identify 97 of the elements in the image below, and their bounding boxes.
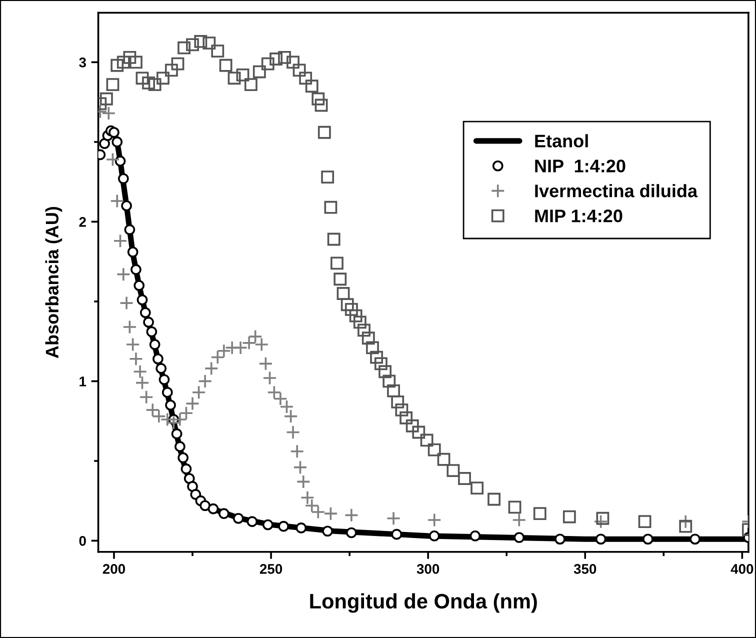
point: [146, 326, 158, 338]
point: [512, 512, 526, 528]
point: [99, 138, 110, 149]
x-tick-label: 350: [574, 564, 596, 574]
point: [208, 503, 219, 514]
point: [296, 474, 311, 489]
point: [158, 374, 170, 386]
y-tick-label: 3: [79, 58, 86, 68]
legend-label: MIP 1:4:20: [535, 210, 622, 222]
point: [427, 512, 442, 528]
point: [128, 352, 144, 366]
point: [174, 441, 186, 452]
point: [232, 512, 244, 524]
point: [143, 316, 154, 328]
point: [134, 280, 145, 291]
point: [262, 519, 274, 530]
point: [296, 522, 307, 534]
point: [156, 363, 167, 374]
point: [304, 498, 320, 513]
point: [114, 156, 126, 167]
point: [149, 339, 160, 350]
point: [642, 534, 654, 545]
legend-label: Ivermectina diluida: [535, 184, 698, 198]
point: [139, 390, 154, 404]
point: [324, 506, 338, 521]
point: [140, 307, 151, 318]
legend-label: NIP 1:4:20: [535, 160, 626, 172]
point: [290, 444, 304, 459]
point: [258, 356, 273, 371]
point: [162, 386, 173, 398]
point: [127, 246, 138, 258]
point: [262, 370, 277, 386]
point: [130, 264, 142, 275]
y-tick-label: 1: [80, 376, 86, 386]
point: [198, 374, 212, 388]
point: [160, 412, 175, 427]
point: [124, 224, 136, 236]
point: [267, 385, 282, 400]
point: [470, 530, 481, 542]
x-axis-title: Longitud de Onda (nm): [310, 593, 537, 613]
point: [116, 267, 131, 282]
legend-label: Etanol: [535, 134, 588, 148]
y-tick-label: 0: [79, 536, 86, 546]
point: [293, 460, 308, 474]
point: [280, 400, 294, 414]
point: [119, 296, 134, 310]
point: [132, 364, 148, 379]
point: [180, 464, 192, 474]
point: [595, 534, 606, 545]
point: [110, 194, 124, 208]
point: [554, 534, 566, 545]
point: [126, 337, 140, 352]
point: [152, 409, 166, 424]
point: [135, 376, 150, 390]
y-axis-title: Absorbancia (AU): [45, 206, 62, 358]
point: [428, 530, 440, 542]
x-tick-label: 300: [416, 564, 440, 574]
point: [171, 428, 182, 440]
point: [391, 528, 402, 540]
point: [178, 452, 188, 464]
point: [145, 402, 160, 418]
point: [122, 320, 137, 334]
point: [118, 173, 129, 184]
point: [108, 126, 120, 138]
point: [246, 516, 258, 527]
point: [690, 534, 700, 545]
point: [152, 353, 164, 364]
x-tick-label: 200: [102, 564, 126, 574]
point: [273, 392, 288, 406]
point: [112, 136, 123, 148]
point: [310, 504, 326, 520]
point: [254, 337, 269, 352]
point: [386, 511, 401, 526]
point: [344, 508, 359, 522]
point: [286, 425, 300, 440]
x-tick-label: 400: [730, 564, 754, 574]
y-tick-label: 2: [79, 217, 86, 227]
point: [278, 520, 290, 532]
point: [187, 481, 198, 492]
point: [284, 409, 298, 424]
point: [121, 200, 132, 212]
point: [594, 514, 608, 529]
x-tick-label: 250: [260, 564, 282, 574]
point: [184, 473, 195, 484]
point: [204, 361, 219, 376]
point: [113, 234, 128, 248]
point: [346, 527, 357, 538]
point: [106, 152, 120, 167]
point: [136, 294, 148, 306]
point: [218, 508, 230, 520]
point: [322, 526, 333, 537]
point: [300, 490, 315, 505]
point: [101, 106, 116, 120]
point: [514, 532, 525, 543]
point: [165, 400, 176, 411]
point: [200, 500, 210, 512]
point: [192, 385, 206, 400]
